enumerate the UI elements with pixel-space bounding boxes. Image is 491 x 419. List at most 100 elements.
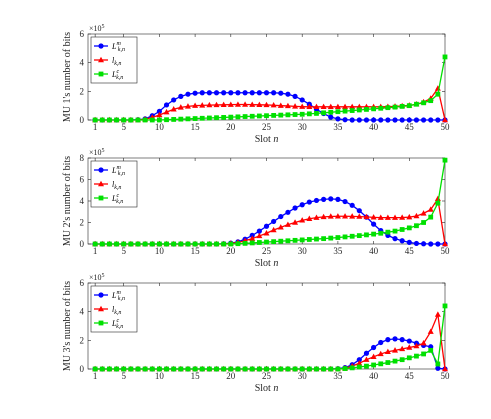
data-point — [378, 339, 384, 346]
legend-subscript: k,n — [114, 185, 121, 191]
data-point — [249, 113, 255, 119]
data-point — [184, 103, 191, 109]
y-exponent-label: ×105 — [89, 273, 105, 282]
data-point — [278, 112, 284, 118]
legend-symbol: l — [112, 180, 115, 189]
legend: Lm k,nlk,nLc k,n — [90, 285, 138, 333]
data-point — [320, 213, 327, 220]
data-point — [271, 113, 277, 118]
data-point — [214, 241, 219, 247]
data-point — [385, 360, 391, 365]
data-point — [435, 200, 441, 206]
data-point — [221, 90, 227, 96]
data-point — [420, 241, 427, 247]
data-point — [321, 196, 327, 202]
data-point — [356, 233, 362, 239]
x-tick-label: 45 — [405, 246, 415, 256]
data-point — [342, 103, 349, 110]
data-point — [135, 366, 141, 372]
x-tick-label: 50 — [441, 371, 451, 381]
x-axis-label-word: Slot — [255, 383, 274, 394]
data-point — [192, 366, 198, 372]
data-point — [157, 241, 162, 247]
data-point — [221, 366, 227, 372]
legend-entry: Lc k,n — [111, 193, 123, 205]
data-point — [428, 117, 434, 123]
x-tick-label: 15 — [191, 122, 201, 132]
data-point — [427, 328, 434, 334]
plot-area — [87, 157, 446, 245]
y-axis-label: MU 3's number of bits — [62, 281, 73, 371]
data-point — [121, 366, 127, 372]
data-point — [399, 214, 406, 220]
data-point — [164, 241, 169, 247]
data-point — [256, 240, 262, 245]
data-point — [335, 116, 341, 122]
legend-symbol: l — [112, 305, 115, 314]
data-point — [377, 214, 384, 220]
data-point — [206, 366, 212, 372]
data-point — [185, 116, 191, 122]
data-point — [349, 108, 355, 113]
legend-entry: Lm k,n — [111, 41, 125, 53]
legend-superscript: c — [116, 69, 119, 75]
x-tick-label: 45 — [405, 122, 415, 132]
y-tick-label: 4 — [80, 307, 85, 317]
x-tick-label: 30 — [298, 371, 308, 381]
data-point — [356, 117, 362, 123]
data-point — [328, 366, 334, 372]
data-point — [170, 106, 177, 112]
data-point — [242, 366, 248, 372]
data-point — [306, 111, 312, 117]
data-point — [264, 113, 269, 119]
y-axis-label: MU 1's number of bits — [62, 32, 73, 122]
data-point — [249, 232, 255, 238]
y-tick-label: 6 — [80, 29, 85, 39]
data-point — [378, 117, 384, 123]
data-point — [264, 239, 269, 245]
data-point — [242, 114, 248, 119]
data-point — [428, 347, 434, 353]
data-point — [213, 90, 220, 96]
legend-superscript: m — [116, 165, 121, 171]
x-tick-label: 1 — [93, 371, 98, 381]
data-point — [378, 361, 384, 367]
x-tick-label: 40 — [369, 246, 379, 256]
legend-subscript: k,n — [116, 75, 123, 81]
data-point — [271, 218, 277, 225]
data-point — [414, 101, 419, 107]
legend-marker — [98, 195, 104, 201]
data-point — [414, 353, 419, 359]
data-point — [406, 213, 413, 220]
x-tick-label: 35 — [333, 246, 343, 256]
data-point — [321, 110, 327, 116]
legend-marker — [98, 292, 104, 298]
data-point — [435, 91, 441, 97]
data-point — [442, 365, 448, 372]
x-tick-label: 25 — [262, 122, 272, 132]
legend-subscript: k,n — [114, 61, 121, 67]
data-point — [149, 366, 155, 372]
data-point — [234, 101, 241, 107]
legend-symbol: L — [111, 291, 117, 300]
data-point — [299, 103, 306, 109]
data-point — [163, 102, 170, 108]
data-point — [306, 199, 312, 205]
legend-entry: Lc k,n — [111, 318, 123, 330]
data-point — [107, 241, 112, 247]
data-point — [399, 117, 405, 123]
y-tick-label: 2 — [80, 218, 85, 228]
data-point — [385, 229, 391, 235]
data-point — [421, 100, 426, 106]
y-tick-label: 2 — [80, 86, 85, 96]
data-point — [278, 238, 284, 244]
data-point — [406, 239, 412, 245]
data-point — [377, 350, 384, 357]
data-point — [363, 117, 370, 123]
data-point — [164, 117, 169, 123]
data-point — [406, 338, 412, 344]
data-point — [334, 213, 341, 219]
x-tick-label: 10 — [155, 371, 165, 381]
data-point — [235, 241, 241, 247]
data-point — [206, 241, 212, 247]
